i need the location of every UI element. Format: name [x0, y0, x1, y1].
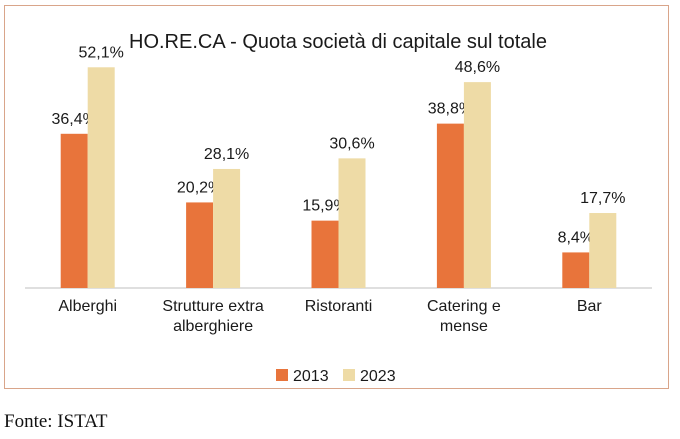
category-label-4-0: Bar	[577, 298, 603, 315]
data-label-2023-4: 17,7%	[580, 190, 625, 207]
data-label-2023-1: 28,1%	[204, 146, 249, 163]
bar-chart: HO.RE.CA - Quota società di capitale sul…	[25, 31, 652, 385]
category-label-1-1: alberghiere	[173, 318, 253, 335]
bar-2013-0	[60, 133, 88, 288]
data-label-2013-4: 8,4%	[558, 229, 594, 246]
legend-label-2023: 2023	[360, 368, 396, 385]
data-label-2013-3: 38,8%	[428, 101, 473, 118]
source-note: Fonte: ISTAT	[4, 411, 108, 432]
bar-2023-1	[213, 168, 241, 288]
bar-2013-2	[311, 220, 339, 288]
bar-2023-0	[87, 67, 115, 288]
category-label-1-0: Strutture extra	[162, 298, 263, 315]
bar-2013-3	[436, 123, 464, 288]
legend-swatch-2023	[343, 369, 355, 381]
category-label-3-1: mense	[440, 318, 488, 335]
data-label-2023-2: 30,6%	[329, 135, 374, 152]
data-label-2013-1: 20,2%	[177, 179, 222, 196]
category-label-0-0: Alberghi	[58, 298, 117, 315]
legend-label-2013: 2013	[293, 368, 329, 385]
data-label-2023-0: 52,1%	[79, 44, 124, 61]
bar-2023-2	[338, 158, 366, 288]
bar-2023-4	[589, 213, 617, 288]
legend-swatch-2013	[276, 369, 288, 381]
chart-frame: HO.RE.CA - Quota società di capitale sul…	[4, 5, 669, 389]
data-label-2013-2: 15,9%	[302, 198, 347, 215]
bar-2013-4	[562, 252, 590, 288]
data-label-2013-0: 36,4%	[52, 111, 97, 128]
bar-2013-1	[186, 202, 214, 288]
data-label-2023-3: 48,6%	[455, 59, 500, 76]
category-label-2-0: Ristoranti	[305, 298, 373, 315]
chart-title: HO.RE.CA - Quota società di capitale sul…	[129, 31, 547, 53]
category-label-3-0: Catering e	[427, 298, 501, 315]
bar-2023-3	[463, 82, 491, 288]
